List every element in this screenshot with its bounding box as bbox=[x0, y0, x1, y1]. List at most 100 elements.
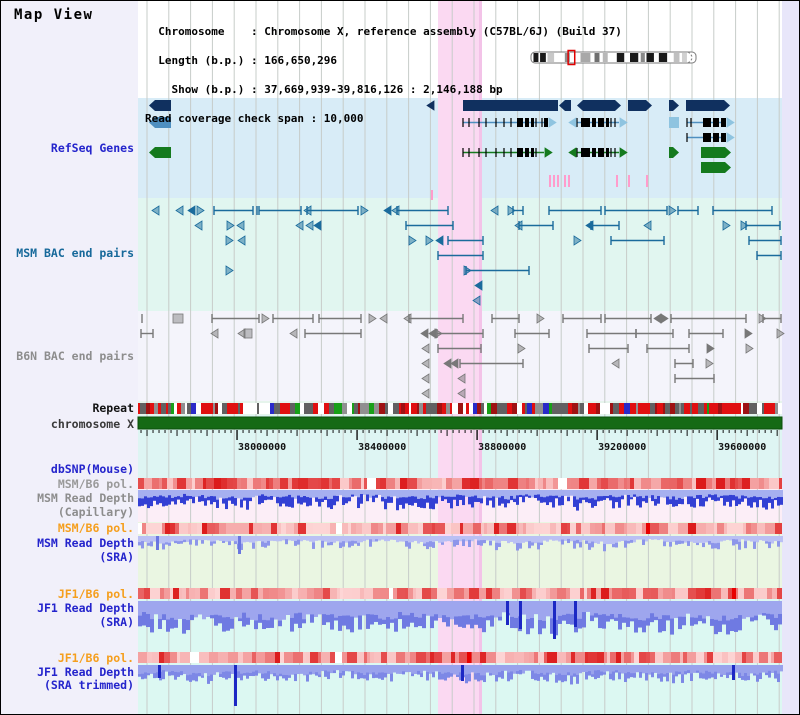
variant-mark bbox=[628, 175, 630, 187]
jf1-read-depth-trimmed-label-line1: JF1 Read Depth bbox=[37, 665, 134, 679]
pol-jf1-b6-sra[interactable] bbox=[138, 588, 782, 599]
axis-tick-label: 39200000 bbox=[598, 442, 646, 453]
ideogram-band bbox=[564, 53, 570, 62]
gene-box bbox=[463, 100, 558, 111]
depth-jf1-sra[interactable] bbox=[138, 601, 782, 639]
gene-exon bbox=[544, 118, 548, 127]
gene-exon bbox=[713, 118, 719, 127]
gene-exon bbox=[606, 118, 609, 127]
msm-read-depth-capillary-label-line1: MSM Read Depth bbox=[37, 491, 134, 505]
axis-tick-label: 39600000 bbox=[718, 442, 766, 453]
gene-exon bbox=[592, 148, 596, 157]
header-chromosome-line: Chromosome : Chromosome X, reference ass… bbox=[145, 25, 622, 39]
variant-mark bbox=[549, 175, 551, 187]
repeat-label: Repeat bbox=[92, 401, 134, 415]
gene-exon bbox=[531, 148, 534, 157]
msm-b6-pol-sra-label: MSM/B6 pol. bbox=[57, 521, 134, 535]
depth-spike bbox=[732, 665, 735, 680]
chromosome-x-label: chromosome X bbox=[50, 417, 134, 431]
chromosome-x-bar[interactable] bbox=[137, 416, 783, 430]
gene-exon bbox=[592, 118, 596, 127]
depth-spike bbox=[553, 601, 556, 639]
gene-box bbox=[669, 147, 679, 158]
jf1-b6-pol-trimmed-label: JF1/B6 pol. bbox=[57, 651, 134, 665]
header-length-line: Length (b.p.) : 166,650,296 bbox=[145, 53, 338, 67]
msm-b6-pol-capillary-label: MSM/B6 pol. bbox=[57, 477, 134, 491]
gene-exon bbox=[531, 118, 534, 127]
depth-spike bbox=[461, 665, 464, 681]
pol-msm-b6-capillary[interactable] bbox=[138, 478, 782, 489]
b6n-bac-label: B6N BAC end pairs bbox=[16, 349, 134, 363]
depth-spike bbox=[519, 601, 522, 629]
gene-exon bbox=[721, 118, 726, 127]
ideogram-band bbox=[602, 53, 608, 62]
depth-msm-capillary[interactable] bbox=[138, 490, 783, 511]
depth-msm-sra[interactable] bbox=[138, 536, 783, 554]
gene-exon bbox=[525, 148, 529, 157]
gene-exon bbox=[581, 118, 590, 127]
jf1-read-depth-sra-label-line1: JF1 Read Depth bbox=[37, 601, 134, 615]
ideogram-band bbox=[658, 53, 668, 62]
gene-exon bbox=[598, 118, 604, 127]
header-show-line: Show (b.p.) : 37,669,939-39,816,126 : 2,… bbox=[145, 82, 503, 96]
jf1-read-depth-trimmed-label-line2: (SRA trimmed) bbox=[43, 678, 134, 692]
ideogram-open-end bbox=[687, 51, 693, 64]
ideogram-band bbox=[540, 53, 546, 62]
chromosome-ideogram[interactable] bbox=[530, 49, 697, 66]
ideogram-band bbox=[681, 53, 687, 62]
gene-exon bbox=[721, 133, 726, 142]
pol-hotspot bbox=[467, 652, 471, 663]
msm-bac-label: MSM BAC end pairs bbox=[16, 246, 134, 260]
ideogram-band bbox=[640, 53, 645, 62]
msm-read-depth-sra-label-line1: MSM Read Depth bbox=[37, 536, 134, 550]
gene-exon bbox=[598, 148, 604, 157]
b6n-bac-end-pairs-track[interactable] bbox=[140, 313, 785, 399]
gene-exon bbox=[606, 148, 609, 157]
gene-box bbox=[669, 100, 679, 111]
header-coverage-span-line: Read coverage check span : 10,000 bbox=[145, 111, 364, 125]
pol-hotspot bbox=[646, 523, 650, 534]
ideogram-band bbox=[594, 53, 600, 62]
variant-mark bbox=[431, 190, 433, 200]
pol-msm-b6-sra[interactable] bbox=[138, 523, 782, 534]
msm-bac-end-pairs-track[interactable] bbox=[151, 205, 782, 306]
ideogram-band bbox=[580, 53, 591, 62]
depth-jf1-trimmed[interactable] bbox=[138, 665, 783, 706]
ideogram-band bbox=[673, 53, 680, 62]
ideogram-band bbox=[646, 53, 654, 62]
depth-spike bbox=[156, 536, 159, 550]
coordinate-axis: 38000000 38400000 38800000 39200000 39600000 bbox=[140, 430, 778, 453]
ideogram-band bbox=[616, 53, 625, 62]
msm-read-depth-sra-label-line2: (SRA) bbox=[99, 550, 134, 564]
dbsnp-label: dbSNP(Mouse) bbox=[50, 462, 134, 476]
repeat-track[interactable] bbox=[138, 403, 782, 414]
depth-spike bbox=[234, 665, 237, 706]
gene-exon bbox=[703, 118, 711, 127]
variant-mark bbox=[568, 175, 570, 187]
gene-box bbox=[701, 162, 731, 173]
jf1-read-depth-sra-label-line2: (SRA) bbox=[99, 615, 134, 629]
gene-exon bbox=[581, 148, 590, 157]
pol-jf1-b6-trimmed[interactable] bbox=[138, 652, 782, 663]
variant-mark bbox=[553, 175, 555, 187]
axis-tick-label: 38000000 bbox=[238, 442, 286, 453]
sequence-info-header: Chromosome : Chromosome X, reference ass… bbox=[145, 8, 622, 142]
jf1-b6-pol-sra-label: JF1/B6 pol. bbox=[57, 587, 134, 601]
ideogram-band bbox=[533, 53, 539, 62]
gene-exon bbox=[713, 133, 719, 142]
refseq-genes-label: RefSeq Genes bbox=[50, 141, 134, 155]
gene-exon bbox=[703, 133, 711, 142]
ideogram-band bbox=[547, 53, 555, 62]
axis-tick-label: 38400000 bbox=[358, 442, 406, 453]
variant-mark bbox=[564, 175, 566, 187]
gene-box bbox=[149, 147, 171, 158]
depth-spike bbox=[574, 601, 577, 627]
refseq-genes-track[interactable] bbox=[149, 100, 735, 200]
variant-mark bbox=[646, 175, 648, 187]
gene-box bbox=[686, 100, 730, 111]
variant-mark bbox=[616, 175, 618, 187]
gene-box bbox=[149, 117, 171, 128]
pol-hotspot bbox=[732, 588, 736, 599]
